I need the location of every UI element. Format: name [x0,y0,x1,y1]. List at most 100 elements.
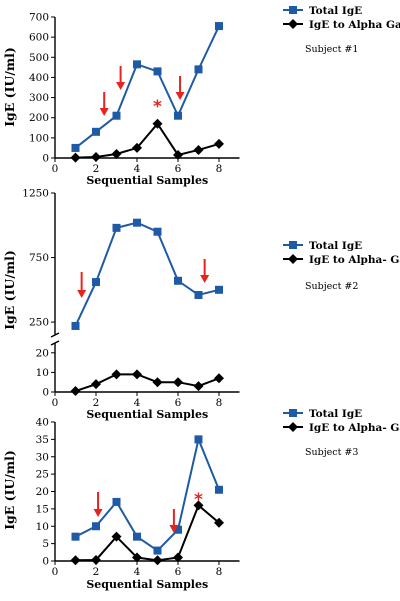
data-point [173,377,183,388]
y-tick-label: 30 [36,451,49,463]
y-tick-label: 100 [29,132,49,144]
y-tick-label: 0 [42,153,49,165]
x-tick-label: 8 [216,397,223,409]
data-point [173,552,183,563]
series-line [75,503,220,562]
x-tick-label: 4 [134,566,141,578]
data-point [70,152,81,163]
subject-label: Subject #1 [305,44,358,55]
data-point [92,127,100,136]
data-point [174,276,182,285]
data-point [91,151,101,162]
annotation-arrow [77,272,87,298]
data-point [174,111,182,120]
panel-subject-3: 0 5 10 15 20 25 30 35 40 0 2 4 6 8 Sequential Samples I… [2,408,400,591]
y-tick-label: 250 [29,317,49,329]
y-tick-label: 10 [36,367,49,379]
series-alpha-gal-ige [70,118,224,163]
annotation-arrow [175,76,185,100]
data-point [215,485,223,494]
data-point [71,321,80,330]
annotation-arrow-head [93,509,103,517]
x-tick-label: 0 [52,163,59,175]
y-axis-title: IgE (IU/ml) [2,47,17,127]
axis-break-mark [50,340,60,346]
legend-label: IgE to Alpha Gal [309,19,400,31]
significance-asterisk: * [153,97,162,117]
x-tick-label: 6 [175,163,182,175]
x-tick-label: 8 [216,163,223,175]
y-tick-label: 500 [29,52,49,64]
data-point [91,554,101,565]
data-point [112,111,121,120]
subject-label: Subject #2 [305,281,358,292]
series-total-ige [71,22,223,152]
y-axis-title: IgE (IU/ml) [2,450,17,530]
x-tick-label: 2 [93,397,100,409]
data-point [111,531,122,542]
legend-marker [288,254,298,264]
x-tick-label: 2 [93,566,100,578]
series-line [74,221,220,327]
series-total-ige [71,435,223,555]
y-tick-label: 40 [36,417,49,429]
annotation-arrow-head [116,82,126,90]
data-point [194,290,203,299]
data-point [193,500,204,511]
data-point [152,377,163,388]
data-point [193,144,204,155]
x-tick-label: 8 [216,566,223,578]
data-point [71,532,80,541]
data-point [174,525,182,534]
legend-label: IgE to Alpha- Gal [309,254,400,266]
data-point [70,386,81,397]
series-alpha-gal-ige [70,500,224,566]
x-tick-label: 6 [175,566,182,578]
data-point [214,517,224,528]
y-tick-label: 300 [29,92,49,104]
legend-label: Total IgE [309,240,362,252]
data-point [112,223,121,232]
x-tick-label: 0 [52,397,59,409]
series-alpha-gal-ige [70,369,224,397]
data-point [215,22,223,31]
subject-label: Subject #3 [305,447,358,458]
legend-label: Total IgE [309,408,362,420]
y-tick-label: 700 [29,12,49,24]
annotation-arrow [169,509,179,533]
x-axis-title: Sequential Samples [86,174,208,187]
data-point [153,546,162,555]
legend-marker [289,6,297,14]
panel-subject-2: 250 750 1250 0 10 20 0 2 4 6 8 Sequential Samples Ig… [2,188,400,422]
data-point [91,379,101,390]
data-point [215,285,223,294]
panel-subject-1: 0 100 200 300 400 500 600 700 0 2 4 6 8 Sequential Sa… [2,5,400,187]
x-tick-label: 4 [134,163,141,175]
y-tick-label: 0 [42,387,49,399]
data-point [214,373,224,384]
data-point [71,143,80,152]
data-point [92,278,100,287]
annotation-arrow-head [169,525,179,533]
y-tick-label: 0 [42,556,49,568]
y-tick-label: 600 [29,32,49,44]
legend-marker [288,422,298,432]
data-point [111,148,122,159]
data-point [152,118,163,129]
data-point [153,227,162,236]
y-tick-label: 20 [36,347,49,359]
annotation-arrow-head [77,290,87,298]
data-point [152,555,163,566]
significance-asterisk: * [194,490,203,510]
legend-label: IgE to Alpha- Gal [309,422,400,434]
annotation-arrow [200,259,210,283]
y-tick-label: 35 [36,434,49,446]
legend-marker [289,409,297,417]
y-tick-label: 5 [42,538,49,550]
data-point [92,522,100,531]
y-tick-label: 10 [36,521,49,533]
data-point [70,555,81,566]
annotation-arrow-head [175,92,185,100]
data-point [132,142,142,153]
data-point [194,65,203,74]
